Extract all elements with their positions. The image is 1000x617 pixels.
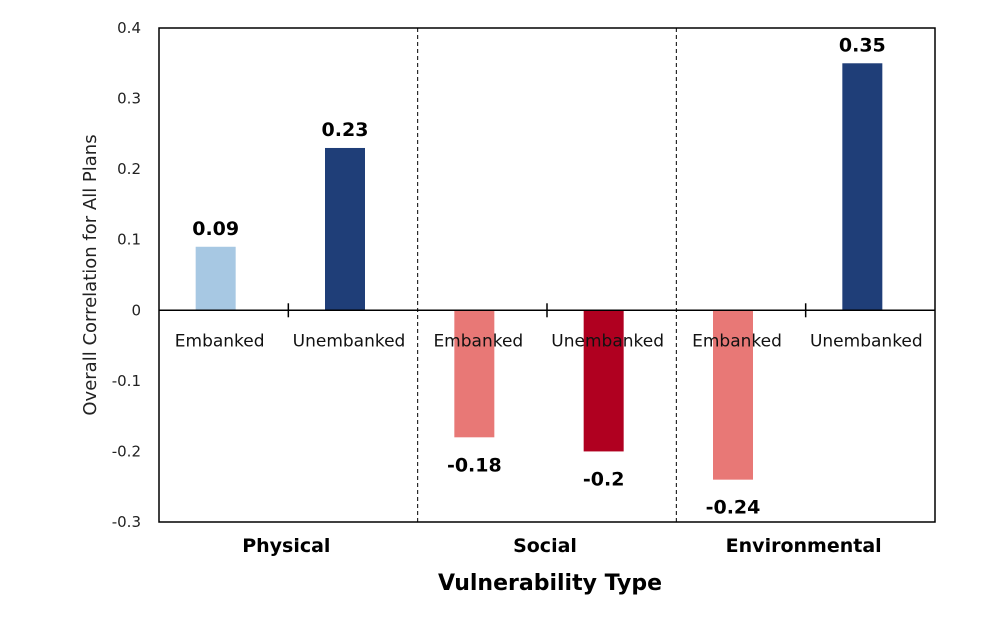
category-label: Embanked: [175, 331, 265, 351]
y-tick-label: 0: [131, 301, 141, 319]
group-label: Physical: [242, 535, 330, 557]
bar-social-embanked: [454, 310, 495, 438]
data-label: 0.35: [839, 34, 886, 56]
category-label: Unembanked: [810, 331, 923, 351]
data-label: -0.24: [706, 497, 761, 519]
y-tick-label: -0.2: [112, 442, 141, 460]
bar-environmental-embanked: [713, 310, 753, 480]
category-label: Embanked: [433, 331, 523, 351]
bar-physical-embanked: [195, 246, 236, 311]
y-tick-label: -0.3: [112, 513, 141, 531]
bar-physical-unembanked: [325, 147, 365, 311]
y-tick-label: -0.1: [112, 372, 141, 390]
bar-environmental-unembanked: [842, 63, 883, 311]
x-axis-label: Vulnerability Type: [438, 571, 662, 596]
category-label: Unembanked: [551, 331, 664, 351]
group-label: Social: [513, 535, 577, 557]
category-label: Embanked: [692, 331, 782, 351]
data-label: 0.09: [192, 218, 239, 240]
y-axis-label: Overall Correlation for All Plans: [80, 134, 101, 415]
y-tick-label: 0.2: [117, 160, 141, 178]
data-label: -0.18: [447, 454, 502, 476]
bar-social-unembanked: [583, 310, 624, 452]
y-tick-label: 0.3: [117, 90, 141, 108]
y-tick-label: 0.4: [117, 19, 141, 37]
data-label: 0.23: [322, 119, 369, 141]
y-tick-label: 0.1: [117, 231, 141, 249]
data-label: -0.2: [583, 468, 625, 490]
group-label: Environmental: [726, 535, 882, 557]
plot-area: [158, 27, 936, 523]
category-label: Unembanked: [293, 331, 406, 351]
